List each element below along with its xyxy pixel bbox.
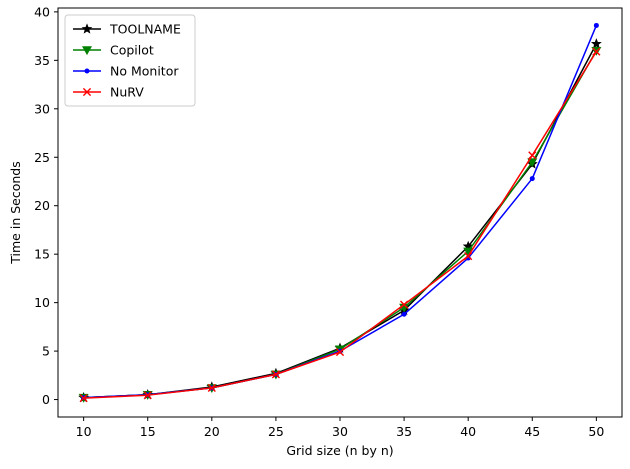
legend-marker [82, 46, 92, 56]
legend-label: No Monitor [110, 64, 179, 79]
x-tick-label: 50 [588, 424, 604, 439]
data-point [592, 47, 601, 56]
legend: TOOLNAME Copilot No Monitor NuRV [64, 14, 196, 107]
series-nurv [79, 47, 601, 403]
y-axis-label: Time in Seconds [8, 161, 23, 264]
x-axis: 10 15 20 25 30 35 40 45 50 [76, 417, 604, 439]
data-point [79, 394, 88, 403]
legend-entry: Copilot [73, 43, 154, 58]
data-point [207, 383, 216, 393]
x-tick-label: 10 [76, 424, 92, 439]
legend-entry: TOOLNAME [73, 22, 181, 37]
y-tick-label: 25 [34, 150, 50, 165]
data-point [335, 347, 345, 357]
data-point [401, 311, 407, 317]
data-point [399, 300, 409, 309]
y-tick-label: 30 [34, 101, 50, 116]
data-point [464, 252, 473, 261]
legend-label: TOOLNAME [109, 22, 181, 37]
y-tick-label: 5 [42, 344, 50, 359]
data-point [143, 391, 152, 400]
x-tick-label: 40 [460, 424, 476, 439]
legend-entry: NuRV [73, 85, 144, 100]
data-point [271, 370, 281, 379]
data-point [590, 38, 602, 49]
y-tick-label: 0 [42, 392, 50, 407]
x-tick-label: 30 [332, 424, 348, 439]
y-tick-label: 10 [34, 295, 50, 310]
legend-marker [84, 68, 90, 74]
data-point [529, 176, 535, 182]
y-axis: 0 5 10 15 20 25 30 35 40 [34, 4, 58, 407]
y-tick-label: 35 [34, 53, 50, 68]
series-layer [78, 22, 602, 403]
x-tick-label: 25 [268, 424, 284, 439]
x-tick-label: 35 [396, 424, 412, 439]
x-tick-label: 20 [204, 424, 220, 439]
x-tick-label: 45 [524, 424, 540, 439]
legend-label: NuRV [110, 85, 144, 100]
data-point [528, 151, 537, 160]
legend-entry: No Monitor [73, 64, 179, 79]
legend-label: Copilot [110, 43, 154, 58]
data-point [593, 22, 599, 28]
y-tick-label: 15 [34, 247, 50, 262]
legend-marker [81, 23, 93, 34]
legend-box [64, 14, 196, 107]
y-tick-label: 20 [34, 198, 50, 213]
x-tick-label: 15 [140, 424, 156, 439]
data-point [527, 158, 538, 168]
x-axis-label: Grid size (n by n) [286, 443, 393, 458]
y-tick-label: 40 [34, 4, 50, 19]
legend-marker [82, 87, 92, 97]
